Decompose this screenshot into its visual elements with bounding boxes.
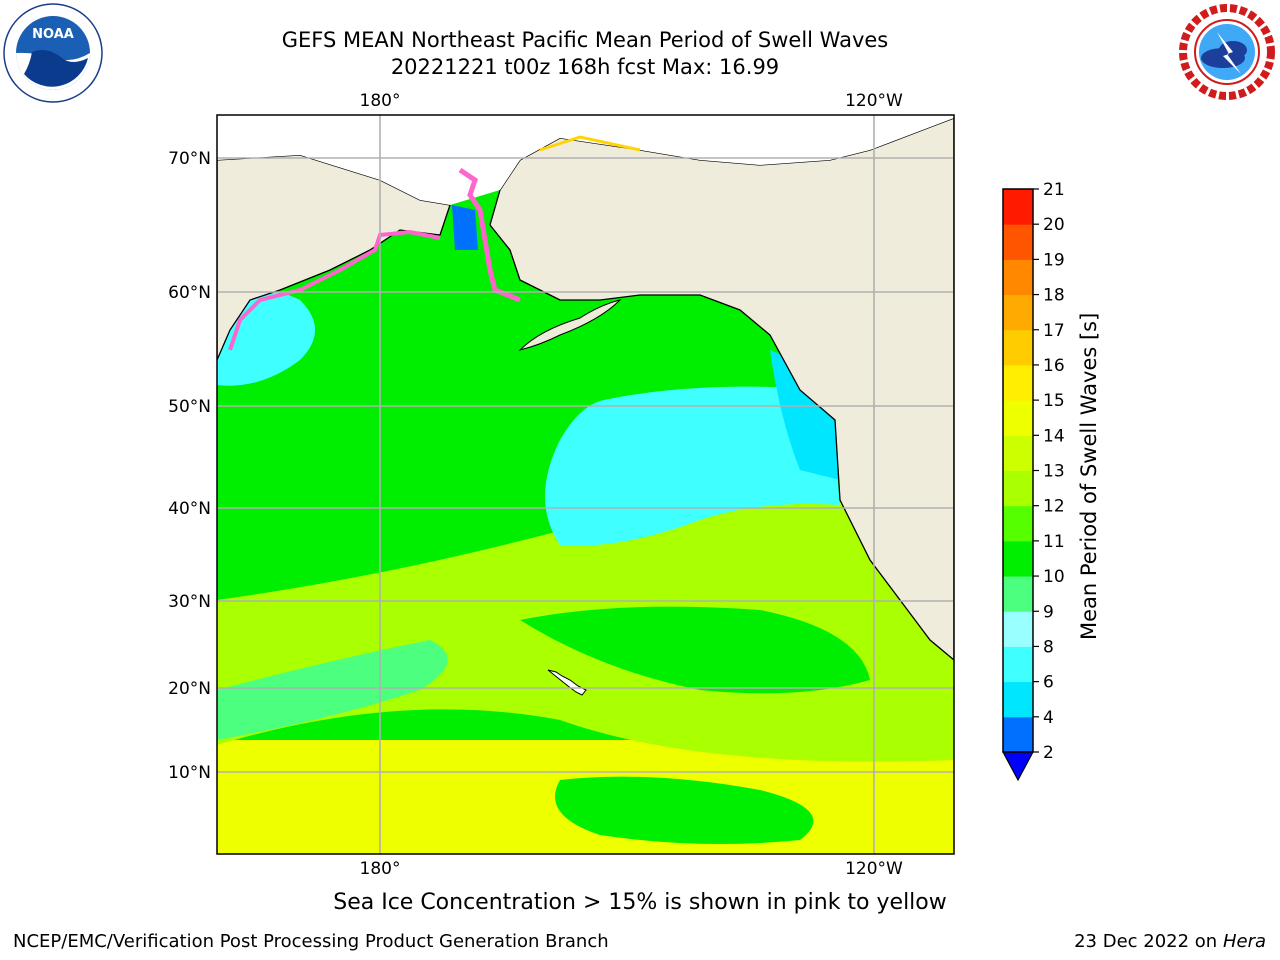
colorbar-cell	[1003, 329, 1033, 366]
lon-label-top-120w: 120°W	[845, 91, 903, 111]
lat-label-50n: 50°N	[168, 397, 211, 417]
colorbar-tick-label: 14	[1043, 426, 1065, 446]
colorbar-tick-label: 19	[1043, 250, 1065, 270]
credit-date-host: 23 Dec 2022 on Hera	[1074, 931, 1266, 952]
colorbar-tick-label: 16	[1043, 356, 1065, 376]
colorbar-cell	[1003, 294, 1033, 331]
colorbar-tick-label: 6	[1043, 673, 1054, 693]
graticule	[217, 115, 954, 854]
southern-green-patch	[555, 776, 814, 844]
lat-label-60n: 60°N	[168, 283, 211, 303]
credit-date: 23 Dec 2022 on	[1074, 931, 1218, 952]
colorbar-cell	[1003, 681, 1033, 718]
lat-label-30n: 30°N	[168, 592, 211, 612]
colorbar-cell	[1003, 576, 1033, 612]
colorbar-tick-label: 10	[1043, 567, 1065, 587]
colorbar-cell	[1003, 364, 1033, 401]
colorbar-tick-label: 13	[1043, 462, 1065, 482]
colorbar-tick-label: 17	[1043, 321, 1065, 341]
aleutian-peninsula	[518, 299, 622, 351]
colorbar-cell	[1003, 189, 1033, 225]
colorbar-tick-label: 11	[1043, 532, 1065, 552]
colorbar-tick-label: 18	[1043, 286, 1065, 306]
colorbar-tick-label: 20	[1043, 215, 1065, 235]
colorbar-under-triangle	[1001, 751, 1035, 782]
swell-period-map: 180° 120°W 180° 120°W 70°N 60°N 50°N 40°…	[168, 91, 955, 879]
colorbar-cell	[1003, 611, 1033, 647]
colorbar-tick-label: 15	[1043, 391, 1065, 411]
colorbar: 2 4 6 8 9 10 11 12 13 14 15 16 17 18 19 20 21 Mean Perio…	[1001, 180, 1101, 782]
map-frame	[216, 114, 955, 855]
lon-label-top-180: 180°	[360, 91, 401, 111]
sea-ice-edge-west	[228, 229, 441, 351]
nws-logo	[1179, 4, 1275, 100]
colorbar-cell	[1003, 646, 1033, 683]
colorbar-cell	[1003, 259, 1033, 296]
lat-label-10n: 10°N	[168, 763, 211, 783]
lat-label-40n: 40°N	[168, 499, 211, 519]
colorbar-tick-label: 2	[1043, 743, 1054, 763]
colorbar-cell	[1003, 540, 1033, 577]
bering-strait-blue	[452, 205, 478, 250]
colorbar-tick-label: 8	[1043, 637, 1054, 657]
colorbar-cell	[1003, 400, 1033, 436]
colorbar-cell	[1003, 470, 1033, 507]
colorbar-tick-label: 21	[1043, 180, 1065, 200]
chart-subtitle: 20221221 t00z 168h fcst Max: 16.99	[390, 55, 780, 79]
chart-title: GEFS MEAN Northeast Pacific Mean Period …	[281, 28, 889, 52]
colorbar-label: Mean Period of Swell Waves [s]	[1077, 313, 1101, 640]
colorbar-cell	[1003, 505, 1033, 542]
lon-label-bottom-120w: 120°W	[845, 859, 903, 879]
northwest-cyan-region	[217, 290, 315, 386]
light-green-patch	[217, 640, 448, 740]
credit-branch: NCEP/EMC/Verification Post Processing Pr…	[13, 931, 609, 952]
sea-ice-edge-strait	[458, 167, 521, 303]
lat-label-70n: 70°N	[168, 149, 211, 169]
noaa-logo: NOAA	[3, 3, 103, 103]
lon-label-bottom-180: 180°	[360, 859, 401, 879]
arctic-ocean	[217, 115, 954, 205]
lat-label-20n: 20°N	[168, 679, 211, 699]
credit-host: Hera	[1222, 931, 1266, 952]
colorbar-cell	[1003, 435, 1033, 471]
colorbar-tick-label: 4	[1043, 708, 1054, 728]
colorbar-tick-label: 9	[1043, 602, 1054, 622]
noaa-logo-text: NOAA	[32, 27, 74, 42]
colorbar-tick-label: 12	[1043, 497, 1065, 517]
short-period-cyan-region	[545, 386, 840, 546]
green-swell-patch	[520, 606, 870, 694]
sea-ice-edge-north	[539, 135, 641, 152]
sea-ice-note: Sea Ice Concentration > 15% is shown in …	[333, 890, 947, 915]
colorbar-cell	[1003, 224, 1033, 260]
colorbar-cell	[1003, 716, 1033, 753]
